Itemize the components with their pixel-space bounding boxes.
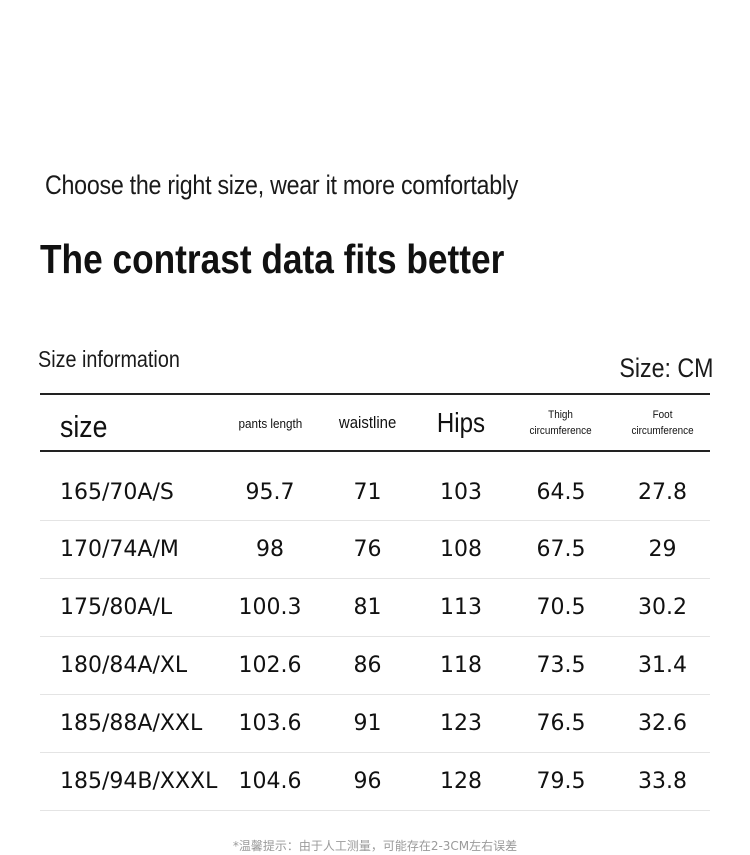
table-cell-size: 180/84A/XL [60, 653, 188, 678]
header-cell-foot: Foot circumference [631, 408, 694, 437]
table-cell: 108 [440, 537, 482, 562]
header-cell-waistline: waistline [338, 412, 397, 432]
table-cell: 76.5 [536, 711, 586, 736]
header-cell-thigh: Thigh circumference [529, 408, 593, 437]
table-cell: 30.2 [638, 595, 687, 620]
table-cell: 81 [353, 595, 382, 620]
table-cell: 73.5 [536, 653, 586, 678]
table-header: size pants length waistline Hips Thigh c… [40, 393, 710, 452]
table-cell: 123 [440, 711, 482, 736]
table-cell: 67.5 [536, 537, 586, 562]
table-cell: 102.6 [238, 653, 302, 678]
header-cell-hips: Hips [436, 406, 486, 438]
table-cell: 128 [440, 769, 482, 794]
table-row: 185/94B/XXXL 104.6 96 128 79.5 33.8 [40, 753, 710, 811]
table-cell: 64.5 [536, 479, 586, 505]
page-title: The contrast data fits better [40, 236, 505, 282]
header-cell-pants-length: pants length [238, 416, 302, 431]
table-cell: 118 [440, 653, 482, 678]
table-cell: 98 [256, 537, 284, 562]
table-cell: 71 [353, 479, 382, 505]
table-cell: 31.4 [638, 653, 687, 678]
table-cell: 91 [353, 711, 382, 736]
table-cell: 100.3 [238, 595, 302, 620]
header-cell-size: size [60, 408, 108, 444]
table-cell-size: 170/74A/M [60, 537, 179, 562]
table-cell: 76 [353, 537, 382, 562]
size-table: size pants length waistline Hips Thigh c… [40, 393, 710, 811]
table-cell-size: 165/70A/S [60, 479, 174, 505]
table-cell: 96 [353, 769, 382, 794]
table-row: 180/84A/XL 102.6 86 118 73.5 31.4 [40, 637, 710, 695]
table-cell: 113 [440, 595, 482, 620]
table-cell: 70.5 [536, 595, 586, 620]
table-cell: 103.6 [238, 711, 302, 736]
table-cell: 104.6 [238, 769, 302, 794]
table-row: 170/74A/M 98 76 108 67.5 29 [40, 521, 710, 579]
table-row: 165/70A/S 95.7 71 103 64.5 27.8 [40, 464, 710, 521]
unit-label: Size: CM [619, 353, 714, 383]
table-cell-size: 175/80A/L [60, 595, 173, 620]
table-cell: 95.7 [245, 479, 295, 505]
table-cell: 79.5 [536, 769, 586, 794]
table-cell: 32.6 [638, 711, 687, 736]
table-cell: 33.8 [638, 769, 687, 794]
subtitle: Choose the right size, wear it more comf… [45, 170, 519, 200]
table-cell: 86 [353, 653, 382, 678]
table-cell-size: 185/94B/XXXL [60, 769, 218, 794]
table-cell-size: 185/88A/XXL [60, 711, 203, 736]
table-body: 165/70A/S 95.7 71 103 64.5 27.8 170/74A/… [40, 464, 710, 811]
table-row: 185/88A/XXL 103.6 91 123 76.5 32.6 [40, 695, 710, 753]
table-row: 175/80A/L 100.3 81 113 70.5 30.2 [40, 579, 710, 637]
table-cell: 27.8 [638, 479, 687, 505]
measurement-footnote: *温馨提示：由于人工测量，可能存在2-3CM左右误差 [232, 839, 518, 853]
table-cell: 103 [440, 479, 482, 505]
size-info-label: Size information [38, 346, 180, 372]
table-cell: 29 [648, 537, 677, 562]
